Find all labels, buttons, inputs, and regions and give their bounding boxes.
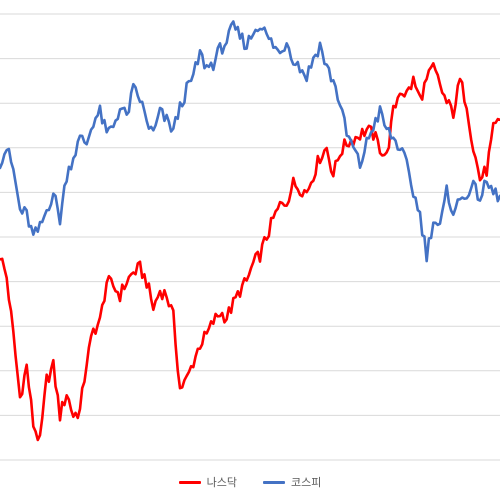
legend-swatch-nasdaq [178, 480, 201, 484]
series-line-nasdaq [0, 62, 500, 442]
gridlines [0, 13, 500, 461]
series-line-kospi [0, 20, 500, 263]
plot-area [0, 20, 500, 442]
legend-item-kospi: 코스피 [263, 474, 321, 490]
legend-label-nasdaq: 나스닥 [206, 476, 237, 489]
legend-swatch-kospi [263, 480, 285, 484]
legend-item-nasdaq: 나스닥 [178, 474, 237, 490]
legend-label-kospi: 코스피 [291, 476, 322, 489]
legend: 나스닥 코스피 [0, 472, 500, 492]
